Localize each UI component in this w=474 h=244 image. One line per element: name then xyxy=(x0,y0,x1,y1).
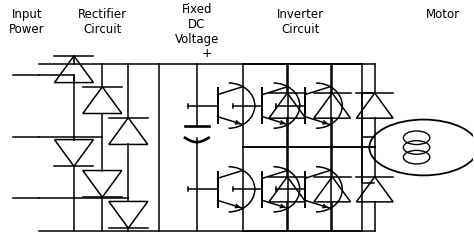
Text: Rectifier
Circuit: Rectifier Circuit xyxy=(78,8,127,36)
Text: Motor: Motor xyxy=(426,8,460,21)
Text: Input
Power: Input Power xyxy=(9,8,45,36)
Text: Fixed
DC
Voltage: Fixed DC Voltage xyxy=(174,3,219,46)
Text: Inverter
Circuit: Inverter Circuit xyxy=(277,8,324,36)
Text: +: + xyxy=(201,47,212,60)
